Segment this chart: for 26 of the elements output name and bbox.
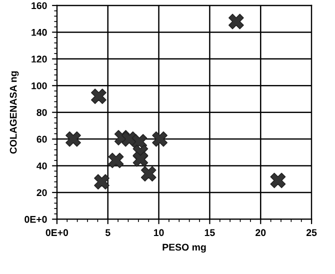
y-tick-label: 160: [32, 2, 47, 10]
point: [270, 172, 286, 188]
x-tick-label: 15: [204, 229, 215, 236]
y-tick-label: 120: [32, 56, 47, 63]
x-axis-title: PESO mg: [162, 244, 206, 253]
point: [228, 14, 244, 30]
y-axis-title: COLAGENASA ng: [10, 71, 19, 154]
point: [94, 174, 110, 190]
x-tick-label: 0E+0: [46, 229, 68, 236]
point: [152, 131, 168, 147]
x-tick-label: 20: [256, 229, 266, 236]
point: [66, 131, 81, 147]
y-tick-label: 140: [32, 28, 47, 36]
point: [140, 166, 156, 182]
point: [108, 152, 124, 168]
y-tick-label: 60: [36, 136, 47, 143]
x-tick-label: 10: [154, 229, 164, 236]
y-tick-label: 20: [36, 189, 47, 196]
point: [132, 151, 148, 167]
y-tick-label: 80: [36, 109, 47, 116]
x-tick-label: 25: [306, 229, 317, 236]
y-tick-label: 40: [36, 162, 47, 170]
y-tick-label: 100: [32, 82, 47, 90]
point: [91, 88, 106, 104]
x-tick-label: 5: [105, 229, 110, 236]
y-tick-label: 0E+0: [24, 216, 47, 223]
